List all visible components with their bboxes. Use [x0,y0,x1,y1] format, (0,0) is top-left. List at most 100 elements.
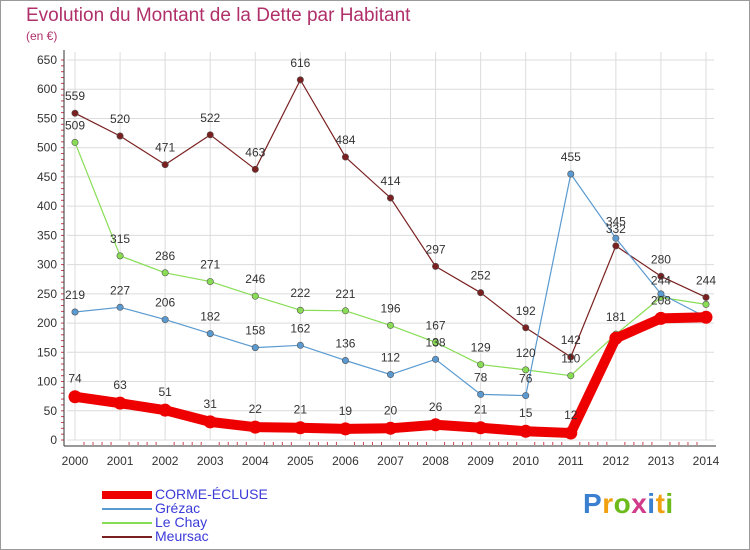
data-point [338,422,352,436]
data-point [384,421,397,435]
x-tick-label: 2012 [603,454,630,468]
x-tick-label: 2011 [558,454,584,468]
data-label: 76 [519,372,533,386]
proxiti-logo: Proxiti [583,488,674,519]
y-tick-label: 650 [37,53,57,67]
data-label: 559 [65,89,85,103]
data-point [699,310,713,324]
data-point [567,170,575,178]
data-label: 158 [245,324,265,338]
data-point [161,316,169,324]
data-label: 208 [651,293,671,307]
data-label: 162 [290,321,310,335]
data-point [612,242,620,250]
x-tick-label: 2007 [377,454,404,468]
data-label: 120 [516,346,536,360]
data-point [248,420,262,434]
data-label: 227 [110,283,130,297]
data-point [386,194,394,202]
y-tick-label: 100 [37,375,57,389]
y-tick-label: 0 [50,433,57,447]
data-label: 520 [110,112,130,126]
y-tick-label: 500 [37,141,57,155]
y-tick-label: 350 [37,228,57,242]
data-point [567,372,575,380]
data-point [432,262,440,270]
data-point [432,338,440,346]
data-point [71,308,79,316]
data-label: 522 [200,111,220,125]
data-point [522,324,530,332]
data-label: 21 [474,403,488,417]
data-label: 78 [474,370,488,384]
x-tick-label: 2014 [693,454,720,468]
data-point [296,76,304,84]
data-point [113,396,127,410]
data-label: 484 [335,133,355,147]
data-label: 21 [294,403,308,417]
data-point [251,165,259,173]
data-label: 26 [429,400,443,414]
data-point [429,418,443,432]
data-label: 19 [339,404,353,418]
y-tick-label: 300 [37,258,57,272]
x-tick-label: 2008 [422,454,449,468]
legend-swatch [102,536,152,538]
data-point [432,355,440,363]
data-point [522,392,530,400]
data-point [71,138,79,146]
x-tick-label: 2003 [197,454,224,468]
data-point [657,290,665,298]
legend-swatch [102,522,152,524]
legend-swatch [102,508,152,510]
y-tick-label: 400 [37,199,57,213]
data-point [251,344,259,352]
data-label: 206 [155,296,175,310]
x-tick-label: 2005 [287,454,314,468]
data-label: 192 [516,304,536,318]
data-label: 244 [651,273,671,287]
data-label: 142 [561,333,581,347]
data-label: 51 [158,385,172,399]
data-label: 280 [651,252,671,266]
legend-label: CORME-ÉCLUSE [155,486,268,502]
x-tick-label: 2013 [648,454,675,468]
data-label: 63 [113,378,127,392]
y-tick-label: 600 [37,82,57,96]
data-label: 22 [249,402,263,416]
data-label: 112 [381,351,400,365]
data-label: 221 [335,287,355,301]
data-label: 471 [155,141,175,155]
data-label: 138 [426,335,446,349]
data-point [477,390,485,398]
data-point [702,293,710,301]
legend-swatch [102,491,152,499]
data-point [519,424,533,438]
data-point [341,153,349,161]
data-label: 182 [200,310,220,324]
data-label: 15 [519,406,533,420]
data-point [293,421,307,435]
data-label: 219 [65,288,85,302]
data-label: 616 [290,56,310,70]
data-point [341,307,349,315]
data-point [612,234,620,242]
y-tick-label: 200 [37,316,57,330]
data-label: 246 [245,272,265,286]
y-tick-label: 250 [37,287,57,301]
data-point [206,278,214,286]
data-label: 315 [110,232,130,246]
data-point [71,109,79,117]
data-label: 244 [696,273,716,287]
data-label: 181 [606,310,626,324]
data-point [386,321,394,329]
data-point [158,403,172,417]
data-point [161,269,169,277]
data-label: 414 [380,174,400,188]
data-point [116,303,124,311]
data-label: 463 [245,145,265,159]
y-tick-label: 450 [37,170,57,184]
data-point [477,289,485,297]
